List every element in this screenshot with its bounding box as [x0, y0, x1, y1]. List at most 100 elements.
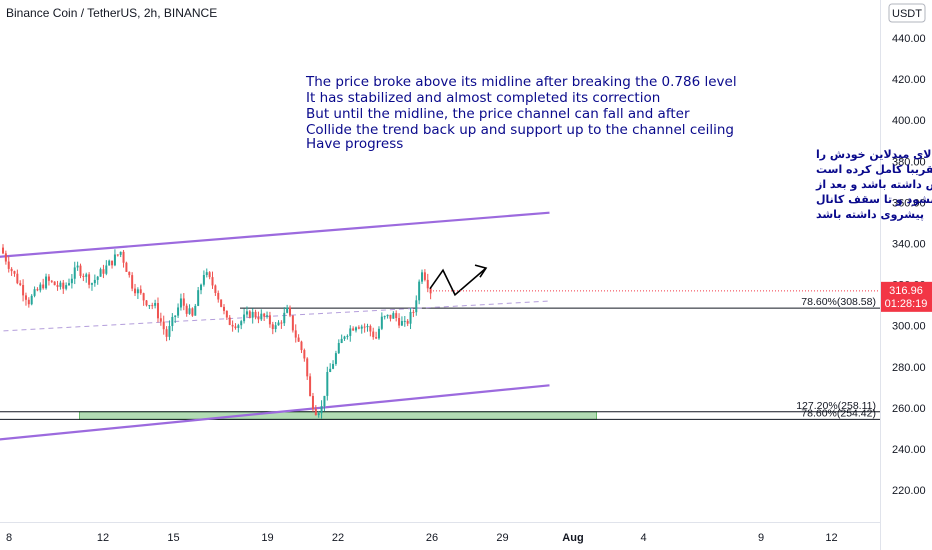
candle-body [323, 395, 326, 407]
candle-body [208, 272, 211, 278]
candle-body [337, 343, 340, 354]
candle-body [156, 303, 159, 319]
candle-body [334, 353, 337, 364]
plot-area[interactable] [0, 0, 880, 522]
candle-body [177, 307, 180, 316]
x-tick-label: 26 [426, 532, 438, 544]
candle-body [423, 272, 426, 280]
candle-body [251, 311, 254, 318]
candle-body [68, 283, 71, 286]
note-en-3: But until the midline, the price channel… [306, 106, 690, 122]
candle-body [168, 326, 171, 337]
y-tick-label: 340.00 [892, 239, 926, 251]
english-annotation: The price broke above its midline after … [305, 74, 737, 152]
candle-body [36, 289, 39, 291]
support-zone [79, 411, 597, 420]
price-tag-value: 316.96 [889, 285, 923, 297]
candle-body [73, 267, 76, 279]
candle-body [245, 311, 248, 315]
candle-body [65, 285, 68, 289]
candle-body [309, 376, 312, 396]
candle-body [303, 350, 306, 359]
x-axis-ticks: 8 12 15 19 22 26 29 Aug 4 9 12 [6, 532, 838, 544]
candle-body [56, 285, 59, 287]
candle-body [340, 338, 343, 344]
candle-body [418, 281, 421, 301]
note-en-1: The price broke above its midline after … [305, 74, 737, 90]
candle-body [254, 311, 257, 318]
currency-label: USDT [892, 8, 922, 20]
candle-body [22, 285, 25, 296]
candle-body [76, 265, 79, 268]
currency-button[interactable] [888, 3, 926, 23]
candle-body [369, 325, 372, 332]
candle-body [62, 282, 65, 289]
y-tick-label: 220.00 [892, 485, 926, 497]
price-tag-countdown: 01:28:19 [885, 298, 928, 310]
y-tick-label: 420.00 [892, 74, 926, 86]
y-axis-ticks: 220.00240.00260.00280.00300.00320.00340.… [892, 33, 926, 497]
candle-body [332, 363, 335, 369]
candle-body [79, 265, 82, 276]
candle-body [93, 279, 96, 284]
candle-body [392, 313, 395, 319]
candle-body [280, 322, 283, 324]
candle-body [357, 327, 360, 329]
candle-body [243, 314, 246, 322]
candle-body [389, 314, 392, 319]
note-fa-5: پیشروی داشته باشد [816, 208, 924, 221]
candles [2, 244, 432, 419]
candle-body [202, 275, 205, 285]
candle-body [108, 260, 111, 266]
candle-body [360, 326, 363, 329]
candle-body [105, 265, 108, 274]
candle-body [122, 251, 125, 263]
candle-body [283, 312, 286, 324]
candle-body [82, 275, 85, 277]
y-tick-label: 440.00 [892, 33, 926, 45]
candle-body [182, 298, 185, 306]
note-en-4: Collide the trend back up and support up… [306, 122, 734, 138]
candle-body [380, 316, 383, 329]
candle-body [125, 262, 128, 272]
candle-body [59, 282, 62, 287]
candle-body [148, 305, 151, 307]
candle-body [320, 406, 323, 414]
support-zone-rect [79, 411, 597, 420]
candle-body [386, 314, 389, 317]
candle-body [297, 337, 300, 342]
candle-body [165, 329, 168, 337]
candle-body [16, 273, 19, 284]
note-fa-3: اما تا میدلاین کانال قیمتی میتواند ریزش … [815, 178, 932, 191]
candle-body [220, 299, 223, 307]
candle-body [162, 321, 165, 330]
candle-body [42, 284, 45, 289]
candle-body [139, 289, 142, 294]
candle-body [383, 316, 386, 318]
candle-body [214, 285, 217, 293]
candle-body [231, 324, 234, 327]
candle-body [50, 280, 53, 282]
x-tick-label: 29 [496, 532, 508, 544]
candle-body [346, 335, 349, 337]
candle-body [200, 284, 203, 291]
note-en-5: Have progress [306, 136, 403, 152]
candle-body [85, 274, 88, 277]
candle-body [329, 368, 332, 372]
candle-body [317, 413, 320, 416]
candle-body [99, 269, 102, 277]
candle-body [171, 316, 174, 327]
candle-body [271, 324, 274, 330]
candle-body [234, 326, 237, 328]
candle-body [30, 295, 33, 305]
candle-body [24, 295, 27, 300]
candle-body [274, 325, 277, 330]
candle-body [10, 268, 13, 272]
candle-body [263, 313, 266, 317]
candle-body [53, 281, 56, 286]
candle-body [70, 278, 73, 284]
candle-body [88, 274, 91, 285]
x-tick-label: 15 [167, 532, 179, 544]
